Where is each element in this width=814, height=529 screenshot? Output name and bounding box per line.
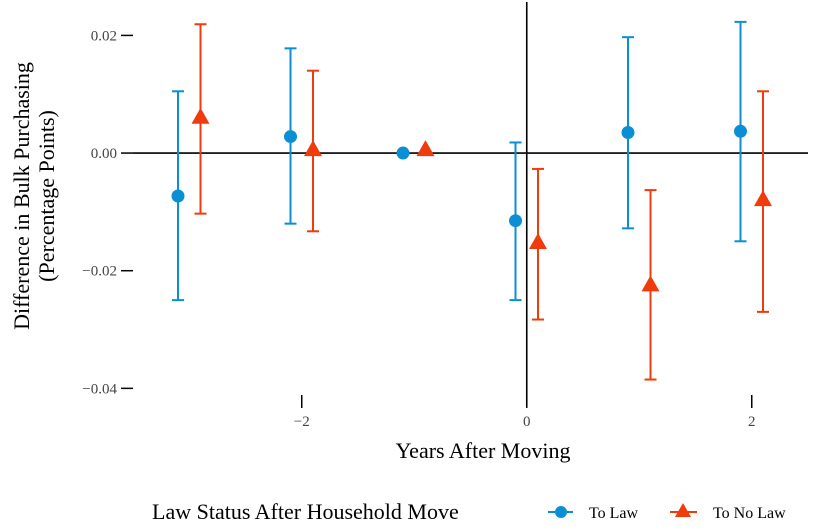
legend-item-to-no-law: To No Law (670, 503, 786, 522)
legend-no-law-swatch-marker (675, 503, 691, 517)
x-tick-label: −2 (294, 414, 310, 430)
y-axis-title-line-2: (Percentage Points) (34, 110, 59, 282)
x-axis-title: Years After Moving (396, 438, 571, 463)
legend-label-to-law: To Law (589, 505, 639, 522)
data-point-circle (396, 146, 410, 160)
x-tick-label: 0 (523, 414, 531, 430)
legend-law-swatch-marker (555, 506, 567, 518)
legend-label-to-no-law: To No Law (713, 505, 786, 522)
x-tick-label: 2 (748, 414, 756, 430)
data-point-triangle (754, 190, 772, 207)
data-point-triangle (304, 140, 322, 157)
legend: Law Status After Household Move To Law T… (152, 499, 786, 524)
data-point-circle (171, 189, 185, 203)
data-point-circle (509, 214, 522, 228)
data-point-triangle (191, 107, 210, 124)
data-point-circle (621, 125, 635, 139)
y-tick-label: 0.02 (91, 28, 117, 44)
legend-item-to-law: To Law (548, 505, 639, 522)
data-point-circle (284, 130, 297, 144)
y-axis-title-line-1: Difference in Bulk Purchasing (9, 62, 34, 330)
data-point-circle (734, 124, 747, 138)
series-to-no-law (191, 23, 772, 381)
y-tick-label: −0.04 (82, 381, 117, 397)
y-tick-label: −0.02 (82, 264, 117, 280)
data-point-triangle (529, 233, 547, 250)
y-tick-label: 0.00 (91, 146, 117, 162)
plot-area (133, 2, 808, 406)
series-to-law (171, 20, 747, 302)
data-point-triangle (416, 140, 435, 157)
data-point-triangle (641, 275, 660, 292)
legend-title: Law Status After Household Move (152, 499, 459, 524)
axes: 0.02 0.00 −0.02 −0.04 −2 0 2 (82, 28, 755, 430)
